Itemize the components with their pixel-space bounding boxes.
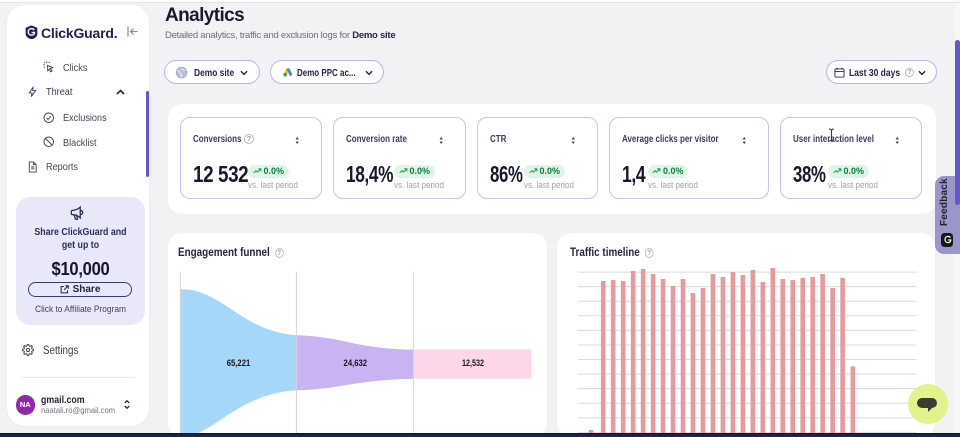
svg-text:65,221: 65,221 (226, 358, 250, 368)
svg-text:24,632: 24,632 (343, 358, 367, 368)
svg-text:12,532: 12,532 (462, 358, 484, 368)
